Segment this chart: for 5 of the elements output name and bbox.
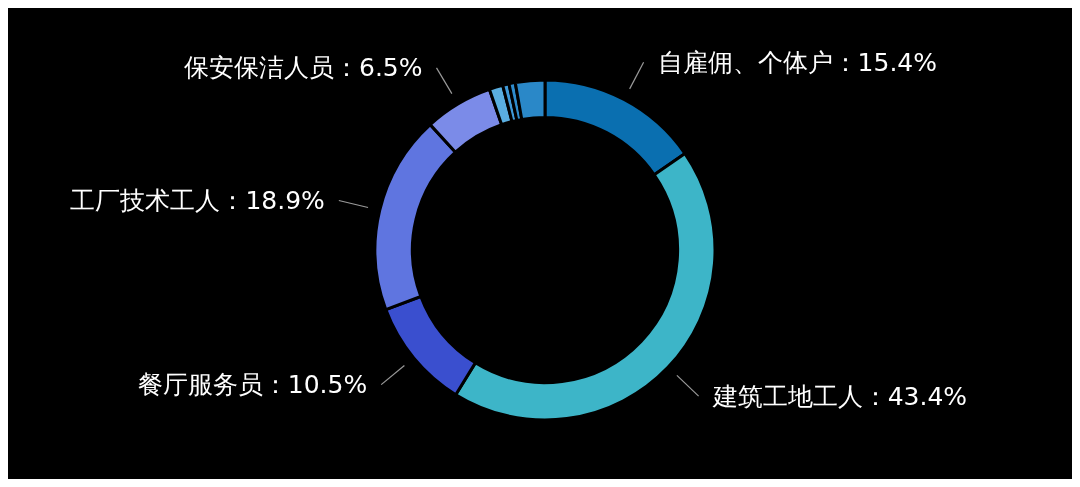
slice-label: 工厂技术工人：18.9% — [70, 186, 325, 216]
slice-label: 建筑工地工人：43.4% — [711, 381, 968, 411]
slice-label: 餐厅服务员：10.5% — [137, 370, 368, 400]
slice-label: 自雇佣、个体户：15.4% — [657, 47, 938, 77]
slice-label: 保安保洁人员：6.5% — [183, 53, 423, 83]
